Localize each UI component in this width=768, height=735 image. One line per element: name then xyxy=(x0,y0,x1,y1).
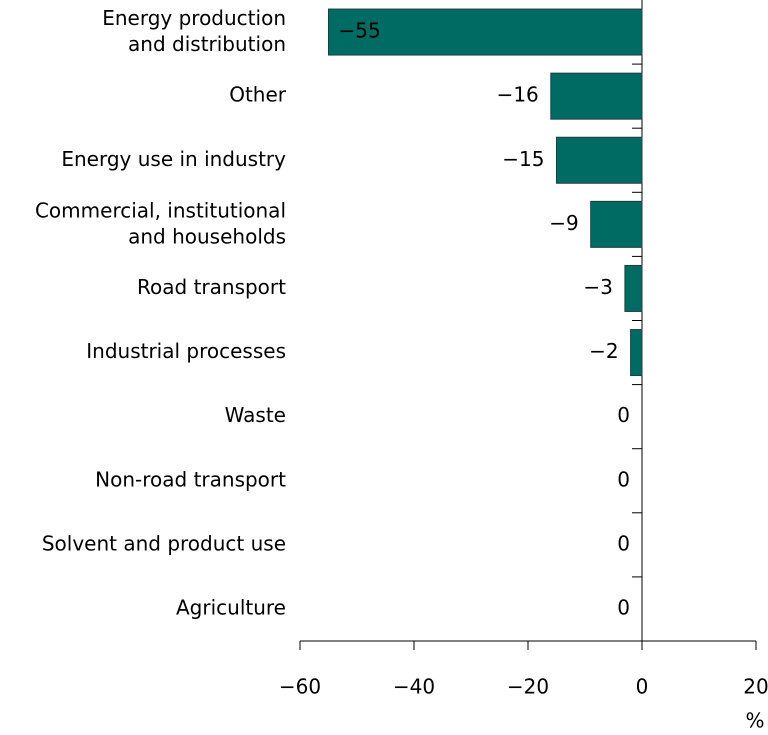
y-tick-label: Energy production and distribution xyxy=(102,6,286,56)
x-tick-label: −40 xyxy=(393,675,435,699)
x-tick-label: 0 xyxy=(636,675,649,699)
value-label: −16 xyxy=(497,83,539,107)
value-label: −55 xyxy=(339,19,381,43)
bar xyxy=(328,8,643,56)
value-label: −2 xyxy=(589,339,618,363)
value-label: 0 xyxy=(617,467,630,491)
bar xyxy=(590,200,643,248)
value-label: −3 xyxy=(583,275,612,299)
x-axis-label: % xyxy=(745,709,764,733)
y-tick-label: Road transport xyxy=(137,275,286,299)
y-tick-label: Other xyxy=(229,83,287,107)
y-tick-label: Agriculture xyxy=(176,595,286,619)
bar xyxy=(550,72,643,120)
y-tick-label: Solvent and product use xyxy=(42,531,286,555)
value-label: 0 xyxy=(617,403,630,427)
value-label: 0 xyxy=(617,531,630,555)
value-label: 0 xyxy=(617,595,630,619)
y-tick-label: Industrial processes xyxy=(86,339,286,363)
x-tick-label: 20 xyxy=(743,675,768,699)
x-tick-label: −20 xyxy=(507,675,549,699)
y-tick-label: Waste xyxy=(225,403,286,427)
x-tick-label: −60 xyxy=(279,675,321,699)
y-tick-label: Non-road transport xyxy=(95,467,286,491)
value-label: −15 xyxy=(502,147,544,171)
bar xyxy=(624,264,643,312)
y-tick-label: Commercial, institutional and households xyxy=(35,198,286,248)
value-label: −9 xyxy=(549,211,578,235)
y-tick-label: Energy use in industry xyxy=(61,147,286,171)
bar xyxy=(630,329,643,377)
bar xyxy=(556,136,643,184)
